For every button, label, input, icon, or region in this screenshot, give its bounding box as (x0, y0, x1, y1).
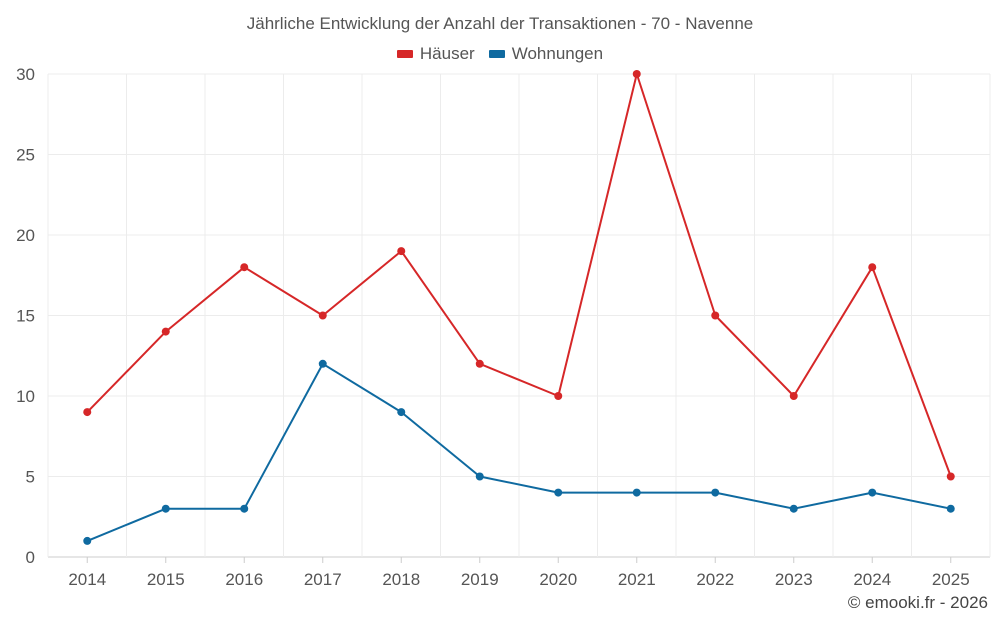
data-point-wohnungen (554, 488, 563, 497)
series-line-haeuser (86, 73, 952, 477)
x-tick-label: 2023 (775, 570, 813, 589)
data-point-haeuser (161, 327, 170, 336)
x-tick-label: 2022 (696, 570, 734, 589)
data-point-haeuser (83, 408, 92, 417)
x-tick-label: 2018 (382, 570, 420, 589)
series-line-wohnungen (86, 362, 952, 542)
data-point-haeuser (475, 359, 484, 368)
y-tick-label: 5 (26, 468, 35, 487)
data-point-haeuser (240, 263, 249, 272)
data-point-haeuser (868, 263, 877, 272)
data-point-wohnungen (475, 472, 484, 481)
x-tick-label: 2025 (932, 570, 970, 589)
legend-label-haeuser: Häuser (419, 44, 475, 63)
legend-item-wohnungen[interactable]: Wohnungen (488, 44, 604, 64)
data-point-wohnungen (397, 408, 406, 417)
data-point-wohnungen (868, 488, 877, 497)
y-tick-label: 20 (16, 226, 35, 245)
data-point-wohnungen (632, 488, 641, 497)
data-point-wohnungen (789, 504, 798, 513)
y-tick-label: 15 (16, 307, 35, 326)
copyright-text: © emooki.fr - 2026 (847, 593, 988, 612)
y-tick-label: 0 (26, 548, 35, 567)
data-point-wohnungen (946, 504, 955, 513)
x-tick-label: 2014 (68, 570, 106, 589)
y-tick-label: 10 (16, 387, 35, 406)
data-point-haeuser (946, 472, 955, 481)
data-point-haeuser (632, 70, 641, 78)
y-tick-label: 25 (16, 146, 35, 165)
legend-swatch-haeuser (396, 50, 413, 58)
x-tick-label: 2020 (539, 570, 577, 589)
x-tick-label: 2021 (618, 570, 656, 589)
legend-label-wohnungen: Wohnungen (511, 44, 604, 63)
x-tick-label: 2016 (225, 570, 263, 589)
data-point-haeuser (711, 311, 720, 320)
data-point-haeuser (318, 311, 327, 320)
data-point-haeuser (397, 247, 406, 256)
chart-title: Jährliche Entwicklung der Anzahl der Tra… (246, 14, 754, 33)
x-tick-label: 2017 (304, 570, 342, 589)
data-point-wohnungen (711, 488, 720, 497)
x-tick-label: 2015 (147, 570, 185, 589)
data-point-haeuser (789, 392, 798, 400)
data-point-wohnungen (240, 504, 249, 513)
y-tick-label: 30 (16, 65, 35, 84)
legend-item-haeuser[interactable]: Häuser (396, 44, 475, 64)
x-tick-label: 2019 (461, 570, 499, 589)
x-tick-label: 2024 (853, 570, 891, 589)
data-point-haeuser (554, 392, 563, 400)
data-point-wohnungen (318, 359, 327, 368)
data-point-wohnungen (83, 536, 92, 545)
data-point-wohnungen (161, 504, 170, 513)
legend: Häuser Wohnungen (0, 44, 1000, 64)
legend-swatch-wohnungen (488, 50, 505, 58)
